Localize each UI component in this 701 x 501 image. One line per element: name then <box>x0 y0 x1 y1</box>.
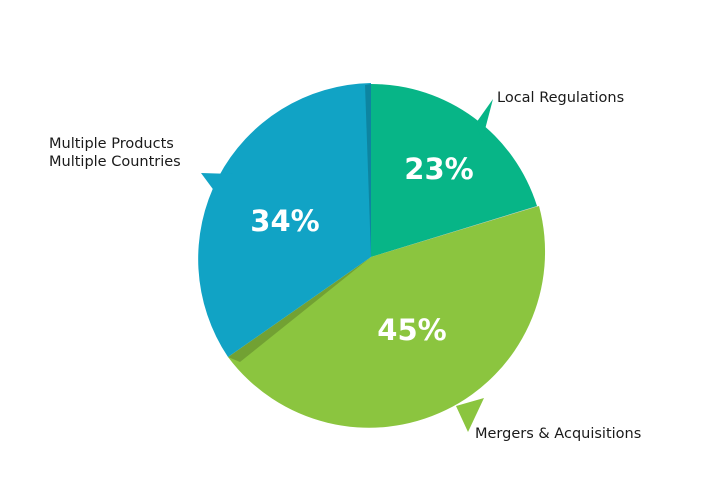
category-label-line: Multiple Products <box>49 136 174 152</box>
pie-slice-mergers-acquisitions <box>228 206 546 428</box>
local-regulations-callout-tail <box>476 99 493 141</box>
pie-slice-multiple-products-countries <box>198 83 371 357</box>
category-label-mergers-acquisitions: Mergers & Acquisitions <box>475 426 641 442</box>
multiple-products-callout-tail <box>201 173 233 196</box>
slice-value-labels: 23% 45% 34% <box>250 152 473 347</box>
slice-value-label-local-regulations: 23% <box>404 152 473 186</box>
slice-value-label-mergers-acquisitions: 45% <box>377 313 446 347</box>
category-label-local-regulations: Local Regulations <box>497 90 624 106</box>
pie-slice-local-regulations <box>371 84 537 257</box>
category-label-multiple-products: Multiple Products Multiple Countries <box>49 136 181 170</box>
category-label-line: Multiple Countries <box>49 154 181 170</box>
pie-slices <box>198 83 546 432</box>
slice-value-label-multiple-products: 34% <box>250 204 319 238</box>
category-labels: Local Regulations Mergers & Acquisitions… <box>49 90 641 442</box>
mergers-acquisitions-fold-shadow <box>228 257 371 362</box>
multiple-products-fold-shadow <box>365 84 371 257</box>
mergers-acquisitions-callout-tail <box>456 398 484 432</box>
